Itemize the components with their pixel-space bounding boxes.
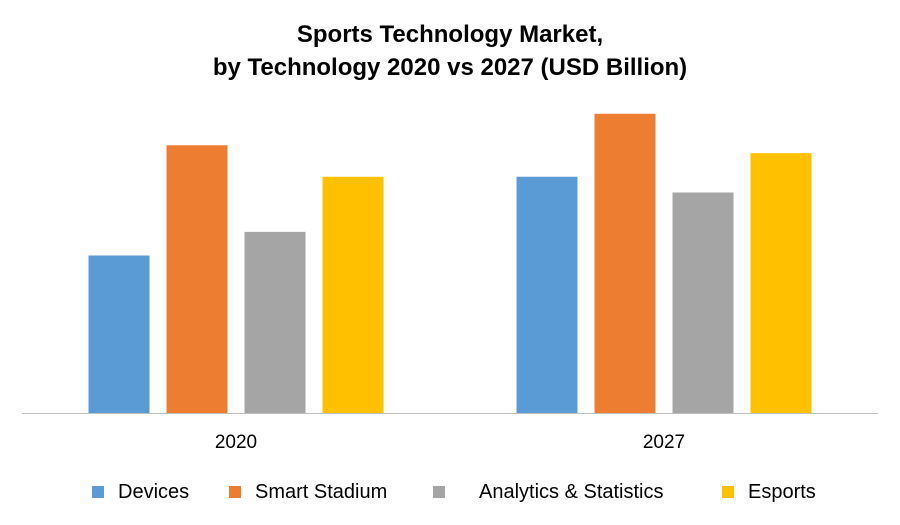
legend-swatch-smart-stadium [229, 486, 241, 498]
legend-label-analytics-statistics: Analytics & Statistics [479, 481, 664, 503]
chart-title: Sports Technology Market, by Technology … [0, 18, 900, 84]
legend-swatch-devices [92, 486, 104, 498]
legend-label-esports: Esports [748, 481, 816, 503]
x-tick-label-2027: 2027 [643, 432, 685, 453]
bar-devices-2020 [88, 255, 150, 413]
bar-smart-stadium-2027 [594, 113, 656, 413]
bar-analytics-statistics-2027 [672, 192, 734, 413]
bar-esports-2020 [322, 176, 384, 413]
legend-label-smart-stadium: Smart Stadium [255, 481, 388, 503]
legend-item-smart-stadium: Smart Stadium [229, 478, 387, 506]
bar-esports-2027 [750, 153, 812, 413]
legend-swatch-esports [722, 486, 734, 498]
legend-swatch-analytics-statistics [433, 486, 445, 498]
legend-item-devices: Devices [92, 478, 189, 506]
x-tick-label-2020: 2020 [215, 432, 257, 453]
legend-label-devices: Devices [118, 481, 190, 503]
bar-smart-stadium-2020 [166, 145, 228, 413]
bar-analytics-statistics-2020 [244, 231, 306, 413]
legend-item-esports: Esports [722, 478, 816, 506]
chart-legend: Devices Smart Stadium Analytics & Statis… [0, 478, 900, 506]
bar-devices-2027 [516, 176, 578, 413]
bar-chart: 2020 2027 [22, 113, 878, 453]
chart-title-line-1: Sports Technology Market, [296, 21, 604, 48]
chart-title-line-2: by Technology 2020 vs 2027 (USD Billion) [212, 54, 688, 81]
legend-item-analytics-statistics: Analytics & Statistics [433, 478, 664, 506]
